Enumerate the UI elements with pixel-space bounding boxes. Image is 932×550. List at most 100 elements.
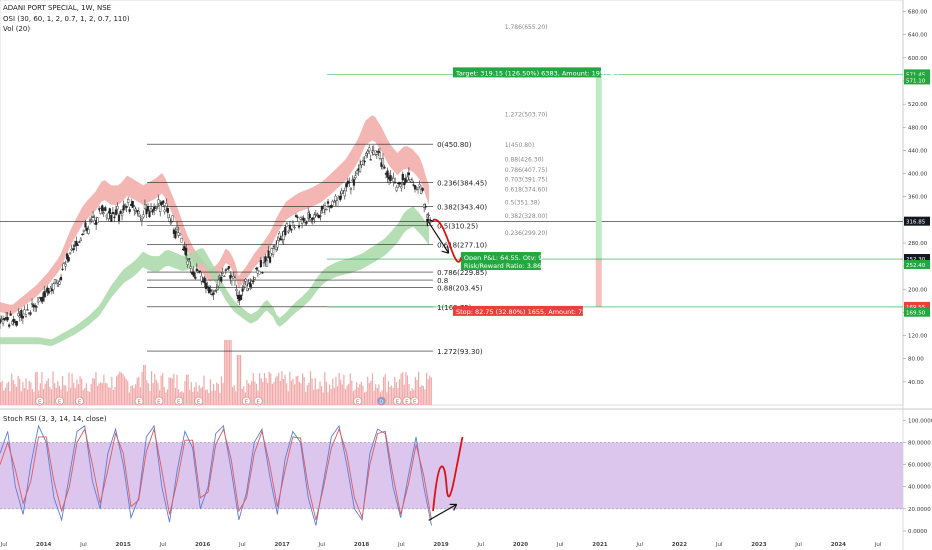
candle-body — [46, 287, 49, 292]
volume-bar — [50, 389, 53, 405]
volume-bar — [135, 384, 137, 405]
candle-body — [52, 283, 55, 290]
volume-bar — [209, 379, 211, 405]
time-tick-label: Jul — [79, 542, 87, 548]
candle-body — [146, 206, 150, 212]
volume-bar — [266, 382, 269, 405]
candle-body — [145, 208, 148, 215]
earnings-marker: E — [174, 396, 184, 406]
volume-bar — [123, 376, 126, 405]
candle-body — [116, 206, 119, 210]
stoch-band-fill — [0, 442, 903, 509]
volume-bar — [313, 389, 315, 405]
candle-body — [424, 206, 427, 208]
stoch-tick-label: 0.0000 — [908, 529, 928, 535]
candle-body — [64, 263, 67, 267]
fib-ext-label: 0.236(299.20) — [505, 230, 548, 237]
label-bg — [460, 260, 541, 271]
volume-bar — [300, 383, 302, 405]
label-text: Risk/Reward Ratio: 3.86 — [464, 262, 541, 270]
candle-body — [262, 262, 266, 264]
candle-body — [55, 282, 58, 285]
long-position-tool[interactable]: Target: 319.15 (126.50%) 6383, Amount: 1… — [327, 67, 903, 316]
volume-bar — [150, 371, 153, 405]
candle-body — [171, 215, 174, 222]
time-tick-label: Jul — [159, 542, 167, 548]
volume-bar — [346, 385, 348, 405]
volume-bar — [214, 390, 216, 405]
volume-bar — [384, 374, 386, 405]
volume-bar — [344, 389, 347, 405]
earnings-marker: E — [410, 396, 420, 406]
label-bg — [452, 67, 601, 78]
volume-bar — [22, 382, 24, 405]
volume-bar — [309, 371, 312, 405]
volume-bar — [77, 384, 80, 405]
volume-bar — [25, 378, 27, 405]
arrow-down — [426, 218, 450, 254]
earnings-marker-circle — [134, 396, 144, 406]
candle-body — [355, 170, 359, 175]
candle-body — [227, 266, 230, 269]
volume-indicator-label[interactable]: Vol (20) — [3, 25, 31, 33]
candle-body — [47, 291, 50, 294]
volume-bar — [82, 390, 84, 405]
osi-cloud — [0, 115, 430, 347]
volume-bar — [36, 371, 38, 405]
fib-ext-label: 0.5(351.38) — [505, 200, 540, 207]
candle-body — [235, 289, 238, 292]
osi-indicator-label[interactable]: OSI (30, 60, 1, 2, 0.7, 1, 2, 0.7, 110) — [3, 15, 130, 23]
earnings-marker-circle — [253, 396, 263, 406]
fib-label: 0.382(343.40) — [437, 203, 487, 211]
volume-bar — [163, 387, 165, 405]
candle-body — [44, 291, 47, 293]
position-label: Stop: 82.75 (32.80%) 1655, Amount: 751.7… — [452, 305, 601, 316]
earnings-marker-letter: E — [245, 400, 249, 406]
price-tick-label: 40.00 — [908, 380, 924, 386]
stoch-tick-label: 60.0000 — [908, 463, 931, 469]
volume-bar — [63, 385, 65, 405]
volume-bar — [371, 373, 374, 405]
volume-bar — [189, 389, 191, 405]
candle-body — [354, 175, 357, 178]
time-tick-label: Jul — [635, 542, 643, 548]
volume-bar — [232, 387, 234, 405]
volume-bar — [292, 378, 294, 405]
time-tick-label: 2023 — [751, 542, 766, 548]
volume-bar — [193, 386, 196, 405]
volume-bar — [136, 377, 138, 405]
candle-body — [166, 208, 169, 213]
candle-body — [389, 175, 392, 181]
volume-bar — [182, 392, 184, 405]
candle-body — [381, 158, 385, 166]
volume-bar — [154, 373, 156, 405]
volume-bar — [7, 381, 10, 405]
candle-body — [395, 187, 398, 191]
volume-bar — [394, 376, 396, 405]
candle-body — [226, 268, 229, 270]
volume-bar — [192, 391, 194, 405]
price-tick-label: 80.00 — [908, 357, 924, 363]
volume-bar — [424, 389, 426, 405]
candle-body — [284, 227, 287, 235]
candle-body — [276, 240, 279, 248]
volume-bar — [327, 392, 329, 405]
volume-bar — [116, 376, 118, 405]
candle-body — [421, 188, 424, 191]
stoch-indicator-label[interactable]: Stoch RSI (3, 3, 14, 14, close) — [3, 415, 107, 423]
earnings-marker: D — [377, 396, 386, 406]
candle-body — [319, 215, 322, 217]
price-tick-label: 680.00 — [908, 10, 928, 16]
candle-body — [403, 182, 406, 186]
candle-body — [349, 187, 353, 190]
stoch-tick-label: 20.0000 — [908, 507, 931, 513]
volume-bar — [238, 355, 240, 405]
volume-bar — [139, 387, 142, 405]
volume-bar — [4, 387, 6, 405]
candle-body — [423, 204, 426, 208]
volume-bar — [363, 392, 366, 405]
volume-bar — [354, 389, 356, 405]
volume-bar — [408, 383, 410, 405]
candle-body — [107, 212, 110, 219]
